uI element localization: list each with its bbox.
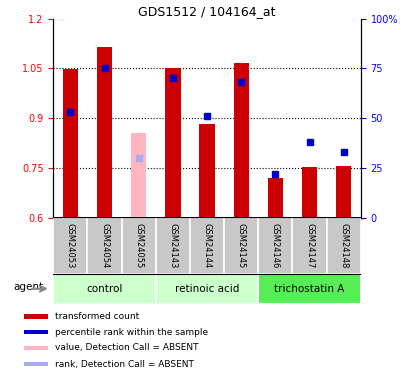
Bar — [97, 47, 112, 217]
Text: control: control — [86, 284, 122, 294]
Bar — [24, 314, 47, 319]
Bar — [292, 217, 326, 274]
Text: GSM24054: GSM24054 — [100, 223, 109, 268]
Text: trichostatin A: trichostatin A — [274, 284, 344, 294]
Text: percentile rank within the sample: percentile rank within the sample — [55, 328, 208, 337]
Bar — [63, 69, 78, 218]
Text: value, Detection Call = ABSENT: value, Detection Call = ABSENT — [55, 344, 198, 352]
Text: GSM24145: GSM24145 — [236, 223, 245, 268]
Bar — [335, 166, 351, 218]
Text: GSM24143: GSM24143 — [168, 223, 177, 268]
Bar — [199, 124, 214, 218]
Text: GSM24147: GSM24147 — [304, 223, 313, 268]
Text: rank, Detection Call = ABSENT: rank, Detection Call = ABSENT — [55, 360, 194, 369]
Text: retinoic acid: retinoic acid — [174, 284, 239, 294]
Bar — [131, 133, 146, 218]
Text: transformed count: transformed count — [55, 312, 139, 321]
Bar — [53, 274, 155, 304]
Bar — [258, 274, 360, 304]
Text: GSM24146: GSM24146 — [270, 223, 279, 268]
Bar — [267, 178, 282, 218]
Text: GSM24053: GSM24053 — [66, 223, 75, 268]
Text: GSM24055: GSM24055 — [134, 223, 143, 268]
Text: GSM24148: GSM24148 — [338, 223, 347, 268]
Bar — [301, 167, 317, 217]
Bar — [165, 68, 180, 218]
Bar — [24, 346, 47, 350]
Bar — [121, 217, 155, 274]
Bar — [224, 217, 258, 274]
Title: GDS1512 / 104164_at: GDS1512 / 104164_at — [138, 4, 275, 18]
Bar — [326, 217, 360, 274]
Bar — [155, 217, 189, 274]
Bar — [155, 274, 258, 304]
Bar — [258, 217, 292, 274]
Text: agent: agent — [13, 282, 43, 292]
Bar — [53, 217, 87, 274]
Bar — [24, 330, 47, 334]
Bar — [189, 217, 224, 274]
Bar — [24, 362, 47, 366]
Text: GSM24144: GSM24144 — [202, 223, 211, 268]
Bar — [87, 217, 121, 274]
Bar — [233, 63, 248, 217]
